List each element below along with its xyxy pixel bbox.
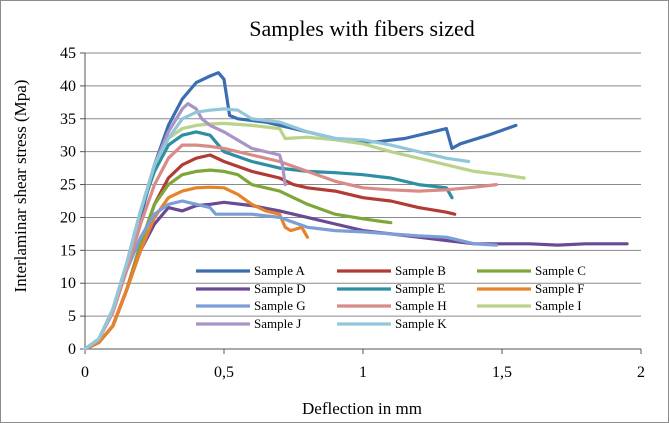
legend-label-sample-j: Sample J bbox=[254, 316, 301, 331]
x-tick-label: 1,5 bbox=[492, 364, 512, 381]
x-axis-label: Deflection in mm bbox=[302, 399, 422, 418]
legend-label-sample-h: Sample H bbox=[395, 298, 447, 313]
legend-label-sample-g: Sample G bbox=[254, 298, 306, 313]
y-tick-label: 10 bbox=[60, 275, 76, 292]
gridlines bbox=[85, 52, 641, 317]
series-line-sample-k bbox=[83, 107, 471, 351]
legend-label-sample-a: Sample A bbox=[254, 263, 306, 278]
y-tick-label: 20 bbox=[60, 209, 76, 226]
y-tick-label: 25 bbox=[60, 177, 76, 194]
legend-label-sample-i: Sample I bbox=[535, 298, 582, 313]
series-line-sample-g bbox=[83, 199, 498, 351]
y-tick-label: 40 bbox=[60, 78, 76, 95]
y-tick-label: 30 bbox=[60, 144, 76, 161]
series-line-sample-i bbox=[83, 121, 526, 351]
y-tick-label: 5 bbox=[68, 308, 76, 325]
x-tick-label: 2 bbox=[637, 364, 645, 381]
legend-label-sample-d: Sample D bbox=[254, 281, 306, 296]
legend-label-sample-e: Sample E bbox=[395, 281, 445, 296]
series-layer bbox=[83, 71, 629, 351]
x-tick-label: 1 bbox=[359, 364, 367, 381]
legend: Sample A Sample B Sample C Sample D Sample E… bbox=[196, 263, 586, 331]
axes: 0 5 10 15 20 25 30 35 40 45 0 0,5 1 1,5 2 bbox=[60, 45, 645, 381]
chart-title: Samples with fibers sized bbox=[249, 16, 474, 41]
x-tick-label: 0 bbox=[81, 364, 89, 381]
series-line-sample-h bbox=[83, 143, 498, 351]
x-tick-label: 0,5 bbox=[214, 364, 234, 381]
y-axis-label: Interlaminar shear stress (Mpa) bbox=[11, 80, 30, 293]
y-tick-label: 0 bbox=[68, 341, 76, 358]
y-tick-label: 35 bbox=[60, 111, 76, 128]
legend-label-sample-f: Sample F bbox=[535, 281, 584, 296]
legend-label-sample-b: Sample B bbox=[395, 263, 446, 278]
series-line-sample-f bbox=[83, 185, 309, 351]
y-tick-label: 45 bbox=[60, 45, 76, 62]
y-tick-label: 15 bbox=[60, 242, 76, 259]
legend-label-sample-c: Sample C bbox=[535, 263, 586, 278]
legend-label-sample-k: Sample K bbox=[395, 316, 447, 331]
